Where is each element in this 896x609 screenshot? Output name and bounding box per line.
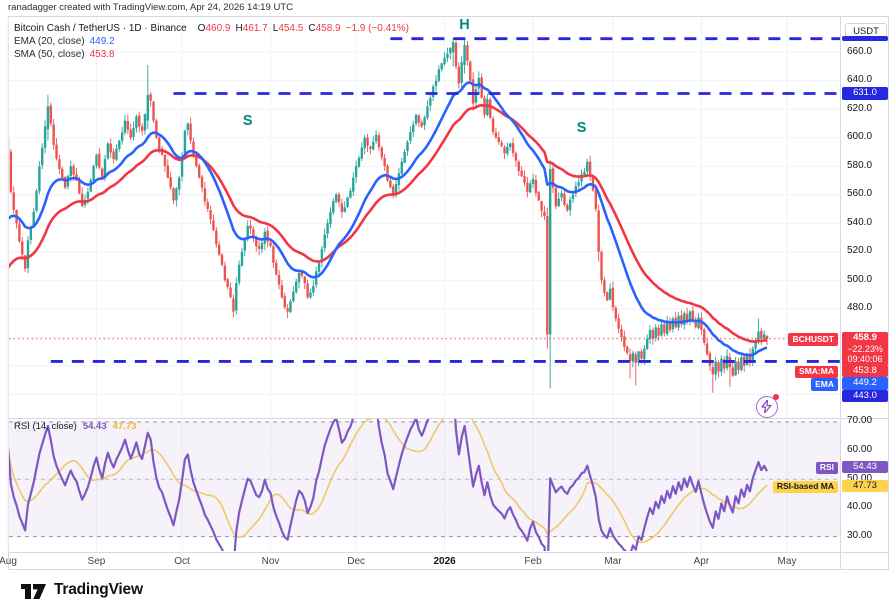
price-tick-label: 600.0: [847, 131, 873, 143]
price-tick-label: 660.0: [847, 45, 873, 57]
ema-axis-label: 449.2: [842, 377, 888, 390]
price-tick-label: 560.0: [847, 188, 873, 200]
rsi-ma-axis-label: 47.73: [842, 479, 888, 492]
rsi-ma-value: 47.73: [112, 421, 137, 432]
level-631-axis-label: 631.0: [842, 87, 888, 100]
sma-axis-label: 453.8: [842, 364, 888, 377]
rsi-line: [9, 419, 768, 551]
time-axis-label: Dec: [347, 556, 366, 567]
bar-countdown: 09:40:06: [847, 354, 883, 364]
time-axis-label: Feb: [524, 556, 542, 567]
time-axis-label: Aug: [0, 556, 17, 567]
candlestick-series: [9, 37, 769, 393]
rsi-tick-label: 30.00: [847, 530, 873, 542]
change-percent: −22.23%: [847, 343, 883, 354]
upper-level-axis-marker: [842, 36, 888, 41]
ema-line: [9, 81, 768, 357]
rsi-ma-chip[interactable]: RSI-based MA: [772, 480, 838, 493]
price-tick-label: 480.0: [847, 302, 873, 314]
rsi-tick-label: 70.00: [847, 415, 873, 427]
time-axis-label: 2026: [433, 556, 456, 567]
price-tick-label: 580.0: [847, 159, 873, 171]
time-axis-label: Oct: [174, 556, 190, 567]
sma-legend-row[interactable]: SMA (50, close) 453.8: [14, 49, 115, 60]
head-label[interactable]: H: [459, 17, 470, 34]
symbol-chip[interactable]: BCHUSDT: [788, 333, 838, 346]
attribution-text: ranadagger created with TradingView.com,…: [8, 2, 293, 13]
ohlc-values: O460.9 H461.7 L454.5 C458.9 −1.9 (−0.41%): [197, 23, 409, 34]
rsi-axis-label: 54.43: [842, 460, 888, 473]
rsi-tick-label: 50.00: [847, 472, 873, 484]
tradingview-wordmark: TradingView: [54, 581, 143, 598]
rsi-tick-label: 60.00: [847, 444, 873, 456]
time-axis-label: Apr: [693, 556, 710, 567]
last-price-axis-box[interactable]: 458.9 −22.23% 09:40:06: [842, 332, 888, 366]
symbol-legend[interactable]: Bitcoin Cash / TetherUS · 1D · Binance O4…: [14, 22, 409, 61]
price-tick-label: 620.0: [847, 102, 873, 114]
price-tick-label: 500.0: [847, 273, 873, 285]
rsi-chip[interactable]: RSI: [815, 461, 838, 474]
rsi-legend[interactable]: RSI (14, close) 54.43 47.73: [14, 421, 137, 432]
symbol-legend-row[interactable]: Bitcoin Cash / TetherUS · 1D · Binance O4…: [14, 22, 409, 35]
price-tick-label: 540.0: [847, 216, 873, 228]
time-axis-label: Mar: [604, 556, 622, 567]
sma-chip[interactable]: SMA:MA: [795, 365, 838, 378]
last-price: 458.9: [853, 332, 877, 343]
rsi-tick-label: 40.00: [847, 501, 873, 513]
right-shoulder-label[interactable]: S: [576, 119, 587, 136]
tradingview-logo-icon: [21, 584, 46, 599]
lightning-circle: [756, 396, 778, 418]
lightning-button[interactable]: [755, 394, 780, 419]
level-443-axis-label: 443.0: [842, 389, 888, 402]
time-axis-label: Nov: [261, 556, 280, 567]
rsi-value: 54.43: [82, 421, 107, 432]
tradingview-logo[interactable]: TradingView: [20, 578, 143, 602]
ema-chip[interactable]: EMA: [811, 378, 838, 391]
rsi-ma-line: [9, 419, 768, 544]
left-shoulder-label[interactable]: S: [242, 112, 253, 129]
price-tick-label: 640.0: [847, 74, 873, 86]
ema-legend-row[interactable]: EMA (20, close) 449.2: [14, 36, 115, 47]
price-tick-label: 520.0: [847, 245, 873, 257]
sma-line: [9, 104, 768, 343]
time-axis-label: May: [777, 556, 797, 567]
change-value: −1.9 (−0.41%): [345, 23, 409, 34]
sma-value: 453.8: [89, 49, 115, 60]
ema-value: 449.2: [89, 36, 115, 47]
notification-dot: [773, 394, 779, 400]
time-axis-label: Sep: [87, 556, 106, 567]
symbol-title[interactable]: Bitcoin Cash / TetherUS · 1D · Binance: [14, 23, 187, 34]
lightning-icon: [761, 400, 772, 413]
